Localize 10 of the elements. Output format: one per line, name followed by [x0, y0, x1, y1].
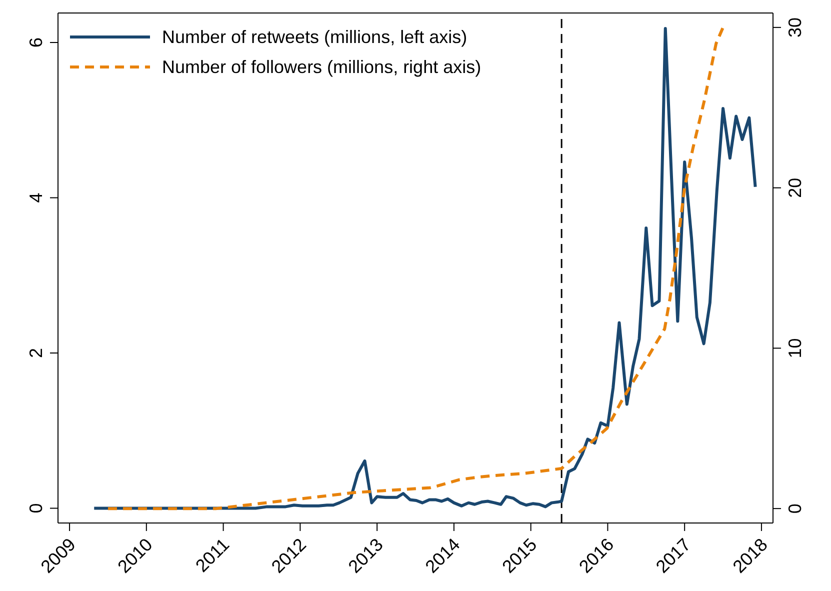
y-tick-label: 2: [26, 348, 46, 358]
y2-tick-label: 10: [785, 338, 805, 358]
y2-tick-label: 0: [785, 504, 805, 514]
legend-label: Number of followers (millions, right axis): [162, 56, 482, 79]
legend-label: Number of retweets (millions, left axis): [162, 26, 468, 49]
y2-tick-label: 20: [785, 178, 805, 198]
y-tick-label: 4: [26, 192, 46, 203]
y-tick-label: 0: [26, 503, 46, 514]
y2-tick-label: 30: [785, 17, 805, 38]
y-tick-label: 6: [26, 37, 46, 48]
